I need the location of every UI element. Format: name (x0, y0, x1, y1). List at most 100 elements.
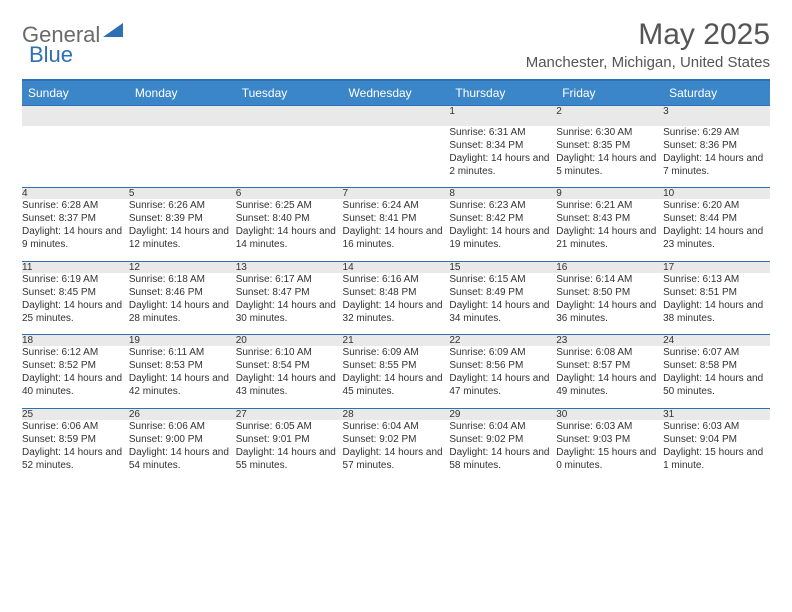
sunset-line: Sunset: 8:41 PM (343, 212, 450, 225)
location: Manchester, Michigan, United States (526, 54, 770, 71)
sunrise-line: Sunrise: 6:06 AM (22, 420, 129, 433)
day-data: Sunrise: 6:15 AMSunset: 8:49 PMDaylight:… (449, 273, 556, 335)
sunrise-line: Sunrise: 6:07 AM (663, 346, 770, 359)
sunset-line: Sunset: 8:46 PM (129, 286, 236, 299)
sunrise-line: Sunrise: 6:03 AM (663, 420, 770, 433)
sunset-line: Sunset: 8:40 PM (236, 212, 343, 225)
daylight-line: Daylight: 14 hours and 23 minutes. (663, 225, 770, 251)
sunrise-line: Sunrise: 6:21 AM (556, 199, 663, 212)
day-number: 6 (236, 188, 343, 200)
sunrise-line: Sunrise: 6:15 AM (449, 273, 556, 286)
title-block: May 2025 Manchester, Michigan, United St… (526, 18, 770, 71)
daylight-line: Daylight: 14 hours and 47 minutes. (449, 372, 556, 398)
sunrise-line: Sunrise: 6:28 AM (22, 199, 129, 212)
sunrise-line: Sunrise: 6:03 AM (556, 420, 663, 433)
sunrise-line: Sunrise: 6:19 AM (22, 273, 129, 286)
day-number: 15 (449, 261, 556, 273)
daynum-row: 123 (22, 106, 770, 126)
day-data: Sunrise: 6:04 AMSunset: 9:02 PMDaylight:… (343, 420, 450, 482)
daylight-line: Daylight: 14 hours and 45 minutes. (343, 372, 450, 398)
empty-day-number (22, 106, 129, 126)
sunrise-line: Sunrise: 6:12 AM (22, 346, 129, 359)
day-number: 24 (663, 335, 770, 347)
sunset-line: Sunset: 8:37 PM (22, 212, 129, 225)
sunrise-line: Sunrise: 6:29 AM (663, 126, 770, 139)
day-data: Sunrise: 6:09 AMSunset: 8:55 PMDaylight:… (343, 346, 450, 408)
daylight-line: Daylight: 14 hours and 25 minutes. (22, 299, 129, 325)
sunset-line: Sunset: 8:50 PM (556, 286, 663, 299)
triangle-icon (103, 23, 123, 42)
daylight-line: Daylight: 14 hours and 49 minutes. (556, 372, 663, 398)
sunset-line: Sunset: 8:45 PM (22, 286, 129, 299)
day-number: 23 (556, 335, 663, 347)
day-data: Sunrise: 6:26 AMSunset: 8:39 PMDaylight:… (129, 199, 236, 261)
day-number: 29 (449, 408, 556, 420)
daydata-row: Sunrise: 6:12 AMSunset: 8:52 PMDaylight:… (22, 346, 770, 408)
weekday-header: Sunday (22, 80, 129, 106)
sunrise-line: Sunrise: 6:10 AM (236, 346, 343, 359)
empty-day-number (343, 106, 450, 126)
weekday-header: Thursday (449, 80, 556, 106)
sunrise-line: Sunrise: 6:09 AM (343, 346, 450, 359)
sunrise-line: Sunrise: 6:11 AM (129, 346, 236, 359)
sunrise-line: Sunrise: 6:05 AM (236, 420, 343, 433)
day-number: 22 (449, 335, 556, 347)
daylight-line: Daylight: 15 hours and 1 minute. (663, 446, 770, 472)
day-data: Sunrise: 6:20 AMSunset: 8:44 PMDaylight:… (663, 199, 770, 261)
daydata-row: Sunrise: 6:28 AMSunset: 8:37 PMDaylight:… (22, 199, 770, 261)
sunset-line: Sunset: 8:44 PM (663, 212, 770, 225)
sunset-line: Sunset: 9:02 PM (343, 433, 450, 446)
day-number: 31 (663, 408, 770, 420)
day-data: Sunrise: 6:29 AMSunset: 8:36 PMDaylight:… (663, 126, 770, 188)
daylight-line: Daylight: 14 hours and 43 minutes. (236, 372, 343, 398)
empty-day-data (129, 126, 236, 188)
daynum-row: 18192021222324 (22, 335, 770, 347)
sunset-line: Sunset: 8:55 PM (343, 359, 450, 372)
sunset-line: Sunset: 8:47 PM (236, 286, 343, 299)
sunset-line: Sunset: 8:57 PM (556, 359, 663, 372)
calendar-table: SundayMondayTuesdayWednesdayThursdayFrid… (22, 79, 770, 482)
sunrise-line: Sunrise: 6:18 AM (129, 273, 236, 286)
sunset-line: Sunset: 8:43 PM (556, 212, 663, 225)
daydata-row: Sunrise: 6:19 AMSunset: 8:45 PMDaylight:… (22, 273, 770, 335)
day-number: 12 (129, 261, 236, 273)
day-data: Sunrise: 6:09 AMSunset: 8:56 PMDaylight:… (449, 346, 556, 408)
day-data: Sunrise: 6:06 AMSunset: 9:00 PMDaylight:… (129, 420, 236, 482)
sunrise-line: Sunrise: 6:20 AM (663, 199, 770, 212)
day-number: 26 (129, 408, 236, 420)
daylight-line: Daylight: 15 hours and 0 minutes. (556, 446, 663, 472)
daylight-line: Daylight: 14 hours and 50 minutes. (663, 372, 770, 398)
sunset-line: Sunset: 8:53 PM (129, 359, 236, 372)
day-data: Sunrise: 6:31 AMSunset: 8:34 PMDaylight:… (449, 126, 556, 188)
day-number: 1 (449, 106, 556, 126)
sunset-line: Sunset: 8:54 PM (236, 359, 343, 372)
daylight-line: Daylight: 14 hours and 7 minutes. (663, 152, 770, 178)
empty-day-number (129, 106, 236, 126)
day-number: 14 (343, 261, 450, 273)
day-data: Sunrise: 6:19 AMSunset: 8:45 PMDaylight:… (22, 273, 129, 335)
day-data: Sunrise: 6:25 AMSunset: 8:40 PMDaylight:… (236, 199, 343, 261)
daylight-line: Daylight: 14 hours and 40 minutes. (22, 372, 129, 398)
sunrise-line: Sunrise: 6:17 AM (236, 273, 343, 286)
sunset-line: Sunset: 8:51 PM (663, 286, 770, 299)
day-number: 8 (449, 188, 556, 200)
day-data: Sunrise: 6:14 AMSunset: 8:50 PMDaylight:… (556, 273, 663, 335)
sunrise-line: Sunrise: 6:06 AM (129, 420, 236, 433)
daylight-line: Daylight: 14 hours and 54 minutes. (129, 446, 236, 472)
day-number: 18 (22, 335, 129, 347)
day-number: 3 (663, 106, 770, 126)
daylight-line: Daylight: 14 hours and 55 minutes. (236, 446, 343, 472)
sunset-line: Sunset: 9:01 PM (236, 433, 343, 446)
sunset-line: Sunset: 8:42 PM (449, 212, 556, 225)
sunrise-line: Sunrise: 6:04 AM (343, 420, 450, 433)
day-number: 5 (129, 188, 236, 200)
day-data: Sunrise: 6:16 AMSunset: 8:48 PMDaylight:… (343, 273, 450, 335)
daylight-line: Daylight: 14 hours and 12 minutes. (129, 225, 236, 251)
day-data: Sunrise: 6:28 AMSunset: 8:37 PMDaylight:… (22, 199, 129, 261)
day-number: 28 (343, 408, 450, 420)
day-data: Sunrise: 6:04 AMSunset: 9:02 PMDaylight:… (449, 420, 556, 482)
day-number: 20 (236, 335, 343, 347)
daylight-line: Daylight: 14 hours and 58 minutes. (449, 446, 556, 472)
day-number: 11 (22, 261, 129, 273)
day-number: 7 (343, 188, 450, 200)
